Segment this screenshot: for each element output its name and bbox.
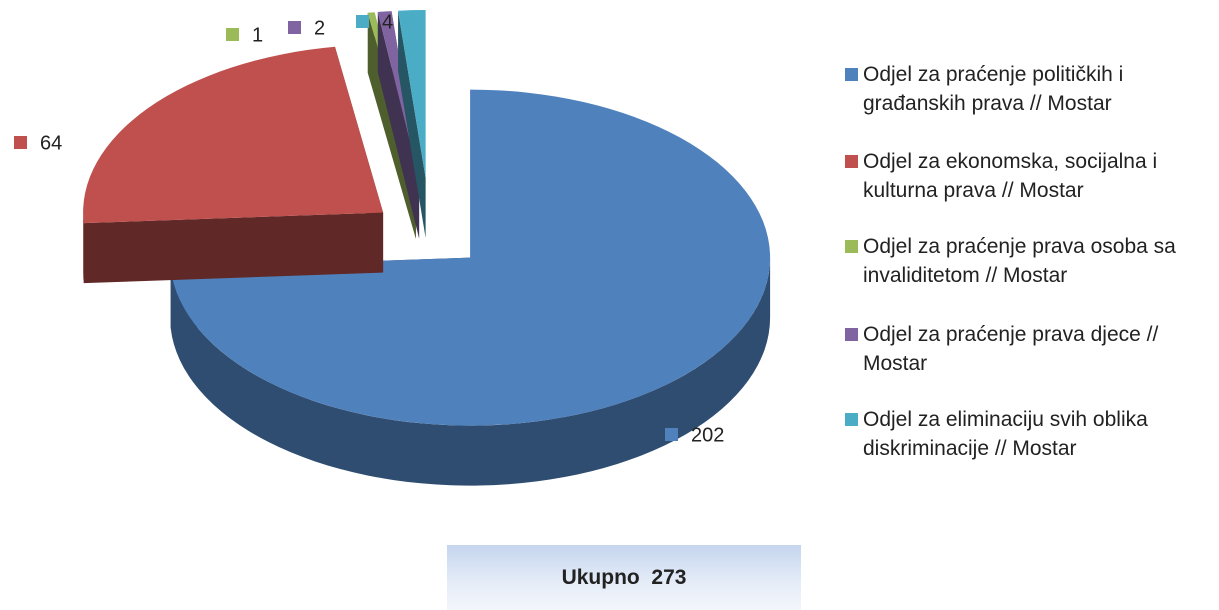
legend-label: Odjel za praćenje prava djece // Mostar (863, 323, 1159, 375)
slice-rim (83, 212, 84, 284)
legend-swatch (845, 155, 858, 168)
data-label: 4 (382, 11, 393, 33)
legend-item: Odjel za praćenje prava osoba sa invalid… (845, 232, 1219, 290)
legend-item: Odjel za praćenje prava djece // Mostar (845, 320, 1219, 378)
pie-slice (398, 10, 426, 239)
slice-top (398, 10, 426, 179)
data-label: 2 (314, 17, 325, 39)
legend-swatch (845, 240, 858, 253)
pie-slice (83, 46, 384, 284)
label-swatch (288, 21, 301, 34)
data-label: 202 (691, 424, 724, 446)
legend-item: Odjel za eliminaciju svih oblika diskrim… (845, 405, 1219, 463)
label-swatch (356, 15, 369, 28)
data-label: 64 (40, 132, 62, 154)
slice-top (83, 46, 384, 224)
slice-top (170, 89, 771, 426)
legend-label: Odjel za ekonomska, socijalna i kulturna… (863, 150, 1158, 202)
legend-item: Odjel za ekonomska, socijalna i kulturna… (845, 147, 1219, 205)
total-box: Ukupno 273 (447, 545, 801, 610)
legend-label: Odjel za eliminaciju svih oblika diskrim… (863, 408, 1148, 460)
slice-wall (377, 11, 420, 239)
slice-wall (398, 10, 426, 239)
legend-label: Odjel za praćenje političkih i građanski… (863, 63, 1124, 115)
slice-top (377, 11, 420, 179)
legend-label: Odjel za praćenje prava osoba sa invalid… (863, 235, 1176, 287)
label-swatch (665, 428, 678, 441)
legend-swatch (845, 413, 858, 426)
legend-item: Odjel za praćenje političkih i građanski… (845, 60, 1219, 118)
legend-swatch (845, 68, 858, 81)
label-swatch (14, 136, 27, 149)
slice-rim (170, 257, 771, 486)
legend-swatch (845, 328, 858, 341)
label-swatch (226, 28, 239, 41)
data-label: 1 (252, 24, 263, 46)
slice-wall (83, 212, 384, 284)
